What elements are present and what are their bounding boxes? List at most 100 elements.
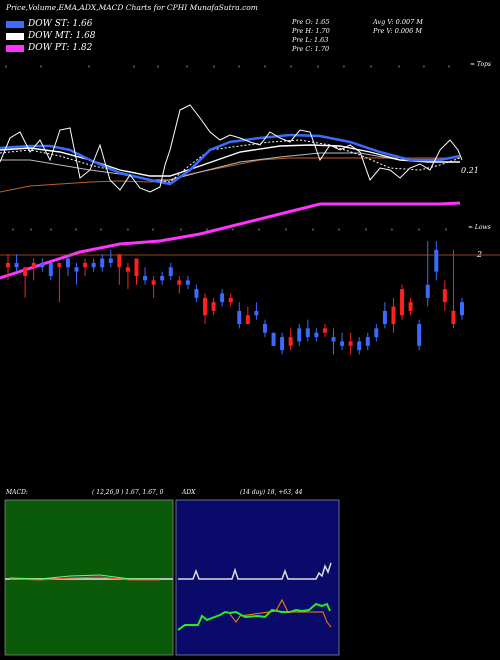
- ema-dotted-line: [0, 139, 461, 183]
- stat-prev-low: Pre L: 1.63: [292, 36, 329, 44]
- low-mark: ': [30, 228, 32, 236]
- adx-minus-di-line: [229, 598, 332, 628]
- candle-body: [262, 324, 267, 333]
- top-mark: ': [264, 65, 266, 73]
- candle-body: [211, 302, 216, 311]
- adx-panel: [175, 499, 340, 656]
- low-mark: ': [258, 228, 260, 236]
- adx-label: ADX: [182, 489, 196, 496]
- stat-prev-close: Pre C: 1.70: [292, 45, 330, 53]
- adx-params: (14 day) 18, +63, 44: [240, 489, 303, 496]
- candle-body: [237, 310, 242, 324]
- candle-body: [134, 258, 139, 276]
- candle-body: [374, 328, 379, 338]
- peak-marks-group: ' ' ' ' ' ' ' ' ' ' ' ' ' ' ' ' ' ' ' ' ' ' ' ' ' ' ' ' ' ' ' ' ' ': [5, 65, 450, 236]
- candle-body: [305, 328, 310, 338]
- low-mark: ': [285, 228, 287, 236]
- legend-label-dow-pt: DOW PT: 1.82: [28, 43, 93, 53]
- adx-plus-di-line: [177, 602, 331, 631]
- low-mark: ': [418, 228, 420, 236]
- legend-item-dow-st: DOW ST: 1.66: [6, 19, 93, 29]
- candle-body: [245, 315, 250, 324]
- candle-body: [331, 337, 336, 342]
- candle-body: [365, 337, 370, 346]
- candle-body: [6, 262, 10, 268]
- low-mark: ': [206, 228, 208, 236]
- macd-line: [9, 574, 160, 580]
- low-mark: ': [365, 228, 367, 236]
- candle-body: [254, 310, 259, 316]
- candle-body: [434, 249, 439, 272]
- candle-body: [91, 262, 96, 268]
- candle-body: [40, 262, 45, 268]
- low-mark: ': [312, 228, 314, 236]
- candle-body: [143, 276, 148, 281]
- top-mark: ': [448, 65, 450, 73]
- low-mark: ': [100, 228, 102, 236]
- low-mark: ': [338, 228, 340, 236]
- legend-swatch-dow-mt: [6, 32, 24, 40]
- macd-signal-line: [9, 576, 160, 581]
- candle-body: [177, 280, 182, 285]
- top-mark: ': [157, 65, 159, 73]
- top-mark: ': [5, 65, 7, 73]
- candle-body: [382, 310, 387, 324]
- candle-body: [74, 267, 79, 272]
- candle-body: [203, 297, 208, 316]
- legend-label-dow-st: DOW ST: 1.66: [28, 19, 93, 29]
- stat-avg-volume: Avg V: 0.007 M: [373, 18, 423, 26]
- low-mark: ': [152, 228, 154, 236]
- candle-body: [160, 276, 165, 281]
- candle-body: [151, 280, 156, 285]
- lows-label: ≈ Lows: [468, 224, 491, 231]
- candle-body: [288, 337, 293, 346]
- chart-title: Price,Volume,EMA,ADX,MACD Charts for CPH…: [6, 3, 258, 12]
- candle-body: [228, 297, 233, 303]
- top-mark: ': [343, 65, 345, 73]
- top-mark: ': [133, 65, 135, 73]
- top-mark: ': [290, 65, 292, 73]
- candle-body: [400, 289, 405, 316]
- candle-body: [65, 258, 70, 268]
- low-mark: ': [12, 228, 14, 236]
- candle-body: [357, 341, 362, 351]
- candle-body: [14, 262, 19, 268]
- candle-body: [31, 262, 36, 268]
- macd-params: ( 12,26,9 ) 1.67, 1.67, 0: [92, 489, 164, 496]
- low-mark: ': [391, 228, 393, 236]
- candle-body: [340, 341, 345, 346]
- candles-group: [6, 241, 464, 355]
- candle-body: [348, 341, 353, 346]
- top-mark: ': [423, 65, 425, 73]
- price-wave-line: [0, 104, 463, 193]
- candle-body: [185, 280, 190, 285]
- top-mark: ': [186, 65, 188, 73]
- top-mark: ': [238, 65, 240, 73]
- candle-body: [451, 310, 456, 324]
- candle-body: [194, 289, 199, 298]
- ema-mid-line: [0, 144, 460, 177]
- top-mark: ': [317, 65, 319, 73]
- candle-body: [391, 306, 396, 324]
- top-mark: ': [88, 65, 90, 73]
- candle-body: [322, 328, 327, 333]
- adx-line: [178, 562, 332, 580]
- candle-body: [117, 254, 122, 268]
- low-mark: ': [232, 228, 234, 236]
- candle-body: [108, 258, 113, 263]
- candle-body: [297, 328, 302, 342]
- legend-item-dow-mt: DOW MT: 1.68: [6, 31, 96, 41]
- candle-body: [48, 262, 53, 276]
- candle-body: [271, 332, 276, 346]
- candle-body: [442, 289, 447, 303]
- low-mark: ': [180, 228, 182, 236]
- top-mark: ': [370, 65, 372, 73]
- candle-body: [83, 262, 88, 268]
- legend-swatch-dow-st: [6, 20, 24, 28]
- top-mark: ': [40, 65, 42, 73]
- top-mark: ': [398, 65, 400, 73]
- candle-body: [168, 267, 173, 276]
- low-mark: ': [445, 228, 447, 236]
- candle-body: [280, 337, 285, 351]
